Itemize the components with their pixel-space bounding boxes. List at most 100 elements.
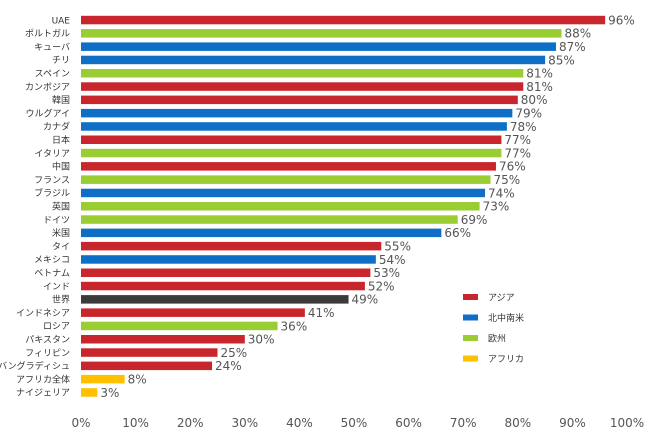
bar-15 xyxy=(81,215,458,224)
bar-5 xyxy=(81,82,524,91)
bar-10 xyxy=(81,148,502,158)
value-label-17: 55% xyxy=(384,239,411,253)
value-label-10: 77% xyxy=(504,146,531,160)
bar-19 xyxy=(81,268,371,277)
category-label-10: イタリア xyxy=(34,148,70,159)
value-label-25: 25% xyxy=(221,346,248,360)
bar-23 xyxy=(81,321,278,331)
category-label-17: タイ xyxy=(52,241,70,252)
category-label-16: 米国 xyxy=(52,227,70,239)
category-label-18: メキシコ xyxy=(34,256,70,266)
bar-28 xyxy=(81,388,98,397)
legend-swatch-africa xyxy=(463,355,478,362)
value-label-5: 81% xyxy=(526,80,553,94)
category-label-23: ロシア xyxy=(43,322,70,332)
bar-8 xyxy=(81,122,507,131)
value-label-22: 41% xyxy=(308,306,335,320)
category-label-20: インド xyxy=(43,282,70,292)
bar-13 xyxy=(81,188,486,198)
category-label-13: ブラジル xyxy=(34,187,70,199)
x-tick-label-9: 90% xyxy=(559,416,586,430)
legend-label-asia: アジア xyxy=(488,293,515,303)
x-tick-label-8: 80% xyxy=(504,416,531,430)
legend-swatch-americas xyxy=(463,314,478,321)
value-label-8: 78% xyxy=(510,120,537,134)
value-label-2: 87% xyxy=(559,40,586,54)
category-label-21: 世界 xyxy=(52,294,70,306)
value-label-15: 69% xyxy=(461,213,488,227)
bar-3 xyxy=(81,55,546,65)
x-tick-label-6: 60% xyxy=(395,416,422,430)
bar-0 xyxy=(81,15,606,25)
value-label-23: 36% xyxy=(281,319,308,333)
category-label-19: ベトナム xyxy=(34,268,70,279)
x-tick-label-5: 50% xyxy=(341,416,368,430)
value-label-13: 74% xyxy=(488,186,515,200)
bars-layer xyxy=(81,15,606,397)
bar-24 xyxy=(81,335,245,344)
bar-27 xyxy=(81,374,125,384)
bar-6 xyxy=(81,95,518,105)
value-label-3: 85% xyxy=(548,53,575,67)
bar-9 xyxy=(81,135,502,144)
bar-20 xyxy=(81,281,365,291)
value-label-18: 54% xyxy=(379,253,406,267)
value-label-7: 79% xyxy=(515,106,542,120)
bar-17 xyxy=(81,241,382,251)
bar-18 xyxy=(81,255,376,264)
x-axis-ticks: 0% 10% 20% 30% 40% 50% 60% 70% 80% 90% 100% xyxy=(71,416,644,430)
value-label-20: 52% xyxy=(368,279,395,293)
value-label-4: 81% xyxy=(526,67,553,81)
value-label-21: 49% xyxy=(352,293,379,307)
bar-25 xyxy=(81,348,218,357)
x-tick-label-0: 0% xyxy=(71,416,90,430)
value-label-16: 66% xyxy=(444,226,471,240)
value-label-19: 53% xyxy=(373,266,400,280)
category-label-0: UAE xyxy=(52,16,71,26)
x-tick-label-3: 30% xyxy=(231,416,258,430)
legend-swatch-asia xyxy=(463,294,478,300)
category-label-2: キューバ xyxy=(34,42,70,53)
legend-label-europe: 欧州 xyxy=(488,332,506,344)
category-label-8: カナダ xyxy=(43,121,70,133)
x-tick-label-1: 10% xyxy=(122,416,149,430)
category-label-22: インドネシア xyxy=(16,308,70,319)
category-label-3: チリ xyxy=(52,55,70,66)
category-label-28: ナイジェリア xyxy=(16,388,70,399)
bar-2 xyxy=(81,42,557,51)
bar-26 xyxy=(81,361,213,371)
value-label-28: 3% xyxy=(100,386,119,400)
legend-label-americas: 北中南米 xyxy=(488,312,524,324)
category-label-5: カンボジア xyxy=(25,82,70,93)
bar-7 xyxy=(81,108,513,118)
value-labels: 96%88%87%85%81%81%80%79%78%77%77%76%75%7… xyxy=(100,13,634,399)
bar-22 xyxy=(81,308,305,317)
value-label-26: 24% xyxy=(215,359,242,373)
category-label-27: アフリカ全体 xyxy=(16,373,70,385)
bar-14 xyxy=(81,202,480,211)
bar-4 xyxy=(81,69,524,78)
category-label-12: フランス xyxy=(34,175,70,186)
category-label-24: パキスタン xyxy=(25,334,70,345)
value-label-12: 75% xyxy=(494,173,521,187)
x-tick-label-4: 40% xyxy=(286,416,313,430)
value-label-1: 88% xyxy=(564,27,591,41)
value-label-14: 73% xyxy=(483,200,510,214)
category-label-14: 英国 xyxy=(52,200,70,212)
category-label-4: スペイン xyxy=(35,69,70,79)
value-label-24: 30% xyxy=(248,333,275,347)
value-label-27: 8% xyxy=(128,372,147,386)
legend-swatch-europe xyxy=(463,335,478,341)
category-label-26: バングラディシュ xyxy=(0,360,70,372)
bar-1 xyxy=(81,29,562,38)
category-labels: UAE ポルトガルキューバチリスペインカンボジア韓国ウルグアイカナダ日本イタリア中… xyxy=(0,16,70,398)
value-label-9: 77% xyxy=(504,133,531,147)
category-label-15: ドイツ xyxy=(43,216,70,226)
legend-label-africa: アフリカ xyxy=(488,354,524,365)
bar-12 xyxy=(81,175,491,184)
value-label-6: 80% xyxy=(521,93,548,107)
x-tick-label-10: 100% xyxy=(610,416,644,430)
value-label-0: 96% xyxy=(608,13,635,27)
value-label-11: 76% xyxy=(499,160,526,174)
